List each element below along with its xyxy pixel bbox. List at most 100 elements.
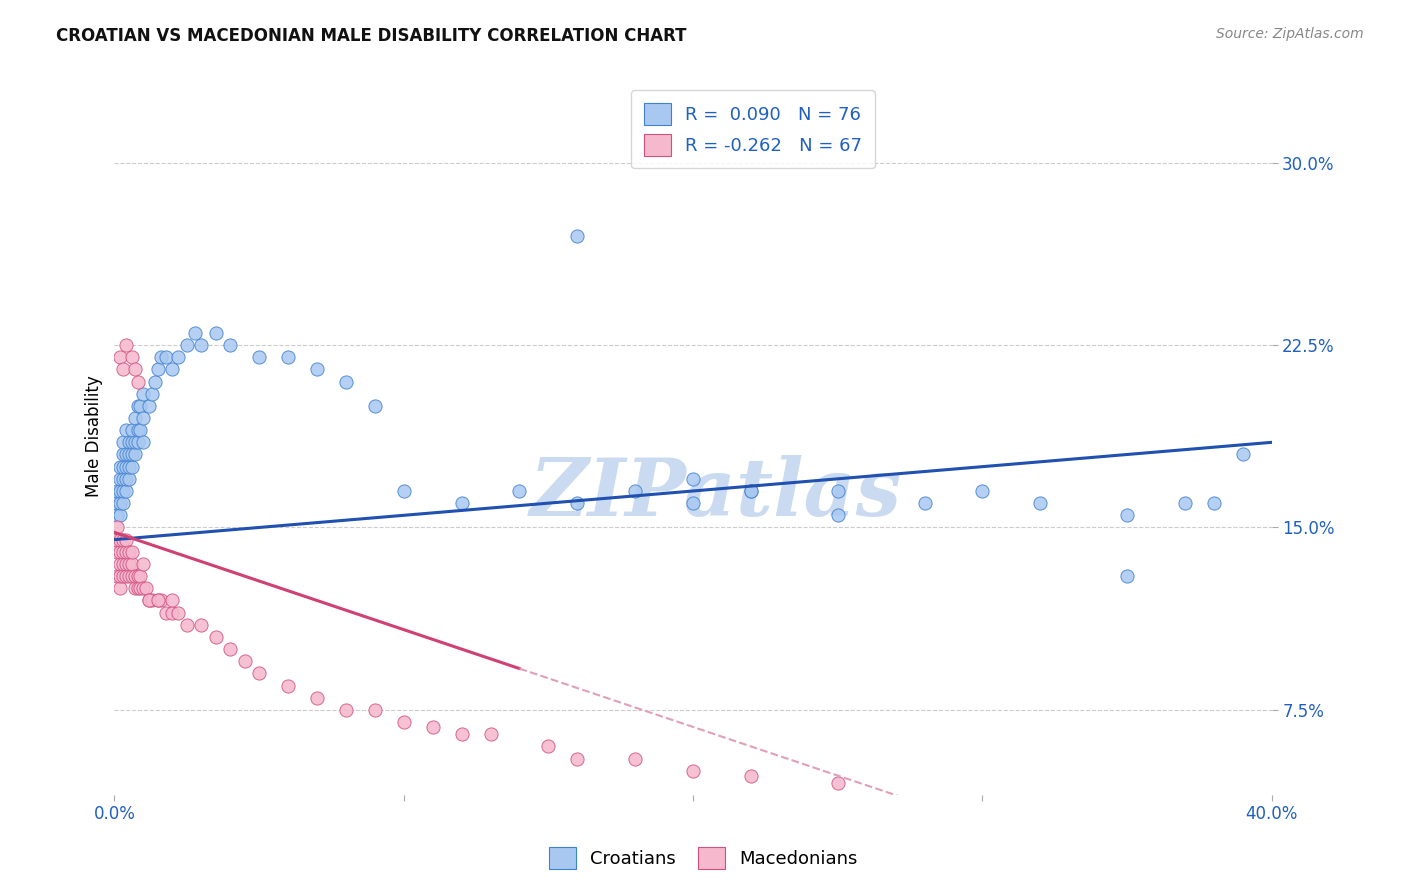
Point: [129, 423, 152, 437]
Point: [1202, 496, 1225, 510]
Point: [112, 472, 135, 486]
Point: [1232, 448, 1254, 462]
Point: [138, 593, 160, 607]
Point: [124, 411, 146, 425]
Point: [105, 545, 128, 559]
Point: [176, 338, 198, 352]
Point: [132, 411, 155, 425]
Point: [121, 435, 143, 450]
Point: [682, 496, 704, 510]
Point: [112, 459, 135, 474]
Point: [624, 483, 647, 498]
Point: [112, 496, 135, 510]
Point: [121, 545, 143, 559]
Point: [335, 375, 357, 389]
Point: [141, 593, 163, 607]
Point: [127, 569, 149, 583]
Point: [190, 617, 212, 632]
Point: [108, 508, 131, 523]
Point: [115, 338, 138, 352]
Point: [162, 606, 184, 620]
Point: [124, 435, 146, 450]
Point: [1116, 508, 1139, 523]
Point: [219, 338, 242, 352]
Point: [118, 545, 141, 559]
Point: [155, 350, 177, 364]
Point: [305, 362, 328, 376]
Point: [740, 483, 762, 498]
Point: [624, 751, 647, 765]
Point: [115, 423, 138, 437]
Point: [108, 557, 131, 571]
Point: [190, 338, 212, 352]
Point: [118, 569, 141, 583]
Point: [112, 362, 135, 376]
Point: [121, 569, 143, 583]
Point: [124, 569, 146, 583]
Point: [162, 362, 184, 376]
Point: [567, 228, 589, 243]
Point: [149, 350, 172, 364]
Point: [162, 593, 184, 607]
Point: [129, 582, 152, 596]
Text: CROATIAN VS MACEDONIAN MALE DISABILITY CORRELATION CHART: CROATIAN VS MACEDONIAN MALE DISABILITY C…: [56, 27, 686, 45]
Point: [129, 399, 152, 413]
Point: [105, 569, 128, 583]
Point: [118, 557, 141, 571]
Point: [132, 557, 155, 571]
Point: [124, 582, 146, 596]
Point: [132, 582, 155, 596]
Point: [567, 751, 589, 765]
Point: [138, 593, 160, 607]
Point: [127, 375, 149, 389]
Point: [105, 508, 128, 523]
Point: [135, 582, 157, 596]
Point: [364, 703, 387, 717]
Point: [740, 483, 762, 498]
Point: [112, 569, 135, 583]
Point: [141, 386, 163, 401]
Point: [422, 720, 444, 734]
Point: [305, 690, 328, 705]
Point: [118, 472, 141, 486]
Point: [277, 679, 299, 693]
Point: [105, 533, 128, 547]
Point: [118, 448, 141, 462]
Point: [149, 593, 172, 607]
Point: [121, 350, 143, 364]
Point: [479, 727, 502, 741]
Point: [146, 362, 169, 376]
Point: [121, 459, 143, 474]
Point: [155, 606, 177, 620]
Point: [127, 435, 149, 450]
Point: [146, 593, 169, 607]
Point: [115, 569, 138, 583]
Point: [121, 423, 143, 437]
Point: [143, 375, 166, 389]
Point: [105, 496, 128, 510]
Point: [682, 764, 704, 778]
Point: [108, 533, 131, 547]
Point: [204, 326, 226, 340]
Point: [108, 496, 131, 510]
Y-axis label: Male Disability: Male Disability: [86, 376, 103, 497]
Point: [167, 606, 190, 620]
Point: [115, 557, 138, 571]
Point: [105, 520, 128, 534]
Point: [740, 769, 762, 783]
Point: [219, 642, 242, 657]
Legend: Croatians, Macedonians: Croatians, Macedonians: [540, 838, 866, 879]
Point: [127, 399, 149, 413]
Point: [450, 496, 472, 510]
Point: [167, 350, 190, 364]
Point: [112, 557, 135, 571]
Point: [827, 508, 849, 523]
Point: [127, 423, 149, 437]
Point: [914, 496, 936, 510]
Point: [115, 545, 138, 559]
Point: [118, 435, 141, 450]
Point: [972, 483, 994, 498]
Point: [247, 666, 270, 681]
Point: [108, 545, 131, 559]
Point: [112, 448, 135, 462]
